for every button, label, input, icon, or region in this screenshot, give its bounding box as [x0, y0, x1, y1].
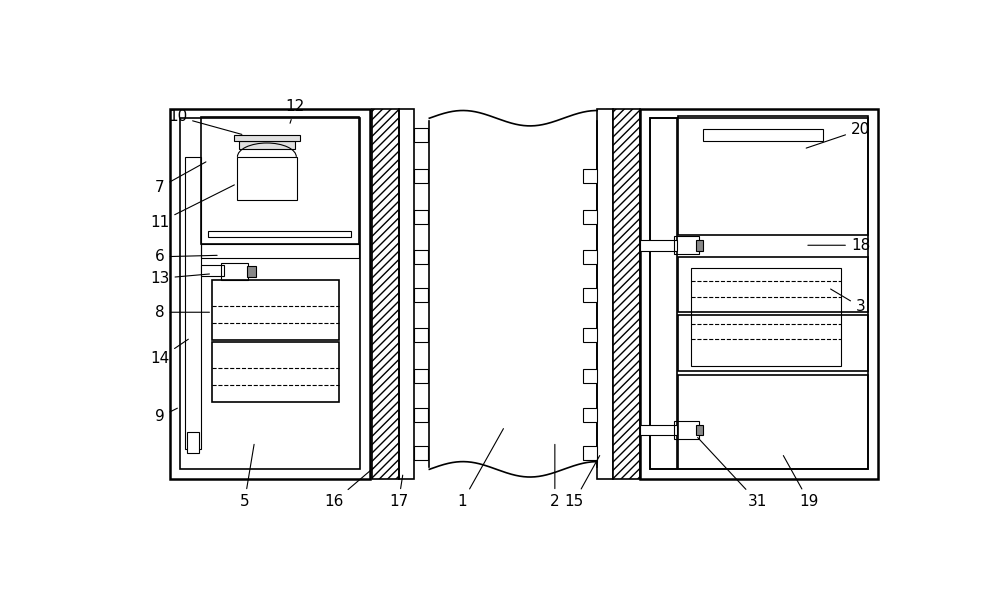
Text: 18: 18: [808, 238, 870, 253]
Bar: [212, 280, 339, 340]
Bar: [414, 169, 428, 183]
Bar: [696, 425, 703, 436]
Text: 7: 7: [155, 162, 206, 195]
Bar: [239, 141, 295, 149]
Bar: [414, 289, 428, 302]
Bar: [703, 129, 823, 141]
Text: 10: 10: [168, 109, 242, 134]
Bar: [201, 244, 358, 259]
Bar: [201, 118, 358, 244]
Bar: [678, 116, 868, 235]
Text: 12: 12: [286, 99, 305, 123]
Bar: [187, 431, 199, 453]
Bar: [583, 408, 597, 422]
Bar: [208, 230, 351, 237]
Bar: [185, 157, 201, 449]
Text: 19: 19: [783, 455, 819, 509]
Bar: [583, 289, 597, 302]
Bar: [221, 263, 248, 280]
Bar: [583, 446, 597, 460]
Bar: [414, 369, 428, 383]
Text: 31: 31: [698, 437, 767, 509]
Text: 9: 9: [155, 408, 177, 424]
Bar: [414, 408, 428, 422]
Bar: [170, 109, 370, 479]
Text: 13: 13: [150, 271, 209, 286]
Bar: [399, 109, 414, 479]
Text: 14: 14: [150, 339, 188, 366]
Bar: [583, 169, 597, 183]
Bar: [583, 210, 597, 224]
Bar: [583, 369, 597, 383]
Text: 8: 8: [155, 305, 209, 320]
Text: 2: 2: [550, 445, 560, 509]
Bar: [678, 374, 868, 469]
Bar: [414, 328, 428, 342]
Bar: [640, 109, 878, 479]
Bar: [650, 118, 677, 469]
Text: 3: 3: [831, 289, 865, 314]
Bar: [678, 316, 868, 371]
Bar: [674, 421, 699, 439]
Bar: [414, 210, 428, 224]
Text: 5: 5: [240, 445, 254, 509]
Bar: [678, 257, 868, 312]
Bar: [414, 250, 428, 264]
Bar: [234, 135, 300, 141]
Bar: [640, 240, 677, 251]
Bar: [414, 128, 428, 142]
Bar: [674, 236, 699, 254]
Text: 16: 16: [324, 468, 373, 509]
Bar: [201, 265, 224, 276]
Bar: [237, 157, 297, 200]
Bar: [691, 268, 841, 366]
Bar: [650, 118, 868, 469]
Bar: [640, 425, 677, 436]
Bar: [372, 109, 399, 479]
Bar: [597, 109, 613, 479]
Text: 20: 20: [806, 122, 870, 148]
Text: 6: 6: [155, 250, 217, 264]
Bar: [414, 446, 428, 460]
Bar: [583, 328, 597, 342]
Text: 11: 11: [150, 185, 234, 230]
Bar: [613, 109, 640, 479]
Text: 1: 1: [458, 428, 503, 509]
Bar: [180, 118, 360, 469]
Bar: [247, 266, 256, 277]
Bar: [212, 341, 339, 401]
Bar: [583, 250, 597, 264]
Bar: [696, 240, 703, 251]
Text: 17: 17: [389, 475, 408, 509]
Text: 15: 15: [564, 455, 600, 509]
